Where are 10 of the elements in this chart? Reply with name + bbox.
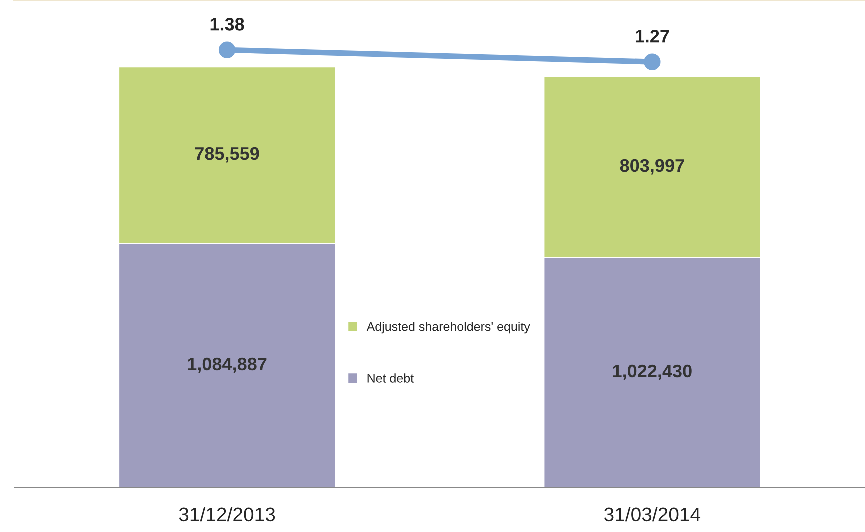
legend-label: Net debt — [368, 374, 414, 383]
data-label: 785,559 — [195, 147, 260, 163]
data-label: 1,084,887 — [188, 358, 267, 374]
data-label: 803,997 — [620, 159, 684, 175]
x-tick-label: 31/12/2013 — [179, 507, 276, 522]
x-tick-label: 31/03/2014 — [604, 507, 701, 522]
data-label: 1.27 — [636, 30, 670, 43]
data-label: 1.38 — [210, 18, 244, 31]
legend-label: Adjusted shareholders' equity — [366, 322, 530, 334]
data-label: 1,022,430 — [613, 364, 692, 380]
